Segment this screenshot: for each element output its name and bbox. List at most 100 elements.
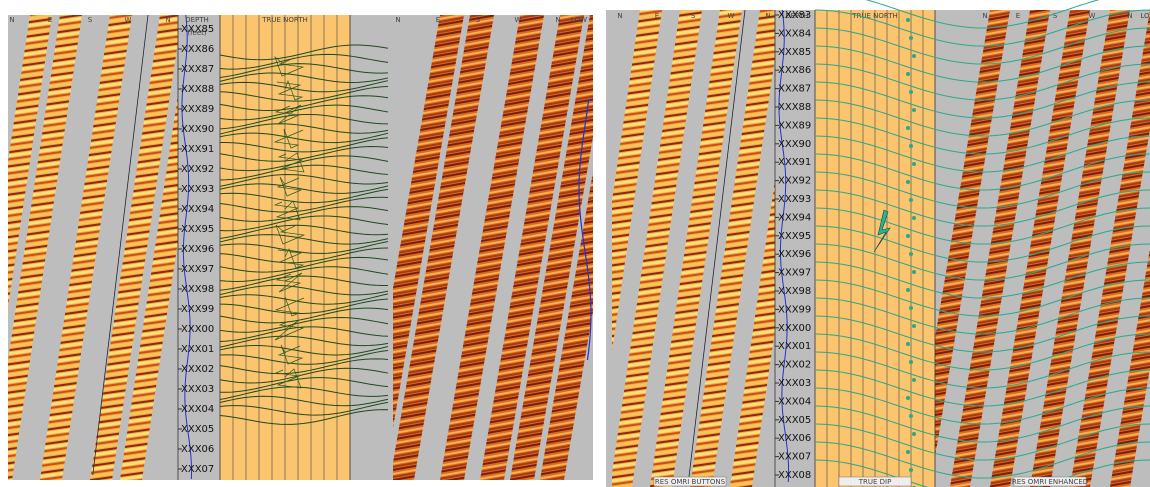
depth-label: XXX88 (181, 84, 214, 95)
depth-label: XXX83 (778, 10, 811, 21)
track-header: N (982, 12, 987, 20)
tadpole (909, 36, 913, 40)
track-footer: RES OMRI ENHANCED (1012, 478, 1088, 486)
depth-label: XXX93 (778, 194, 811, 205)
tadpole (906, 450, 910, 454)
tadpole (909, 468, 913, 472)
tadpole (906, 126, 910, 130)
track-footer: TRUE DIP (858, 478, 892, 486)
track-header: DEPTH (185, 16, 209, 24)
depth-label: XXX91 (181, 144, 214, 155)
track-header: N (1127, 12, 1132, 20)
depth-label: XXX02 (181, 364, 214, 375)
tadpole (906, 72, 910, 76)
depth-label: XXX92 (181, 164, 214, 175)
depth-label: XXX04 (778, 396, 811, 407)
tadpole (906, 396, 910, 400)
depth-label: XXX07 (778, 452, 811, 463)
track-header: N (9, 16, 14, 24)
depth-label: XXX08 (778, 470, 811, 481)
depth-label: XXX96 (778, 249, 811, 260)
depth-label: XXX85 (181, 24, 214, 35)
tadpole (912, 108, 916, 112)
tadpole (909, 198, 913, 202)
depth-label: XXX89 (181, 104, 214, 115)
depth-label: XXX03 (181, 384, 214, 395)
depth-label: XXX89 (778, 120, 811, 131)
depth-label: XXX87 (181, 64, 214, 75)
tadpole (906, 234, 910, 238)
depth-label: XXX97 (181, 264, 214, 275)
tadpole (909, 306, 913, 310)
track-header: N (395, 16, 400, 24)
depth-label: XXX93 (181, 184, 214, 195)
depth-label: XXX98 (778, 286, 811, 297)
depth-label: XXX94 (778, 212, 811, 223)
depth-label: XXX99 (181, 304, 214, 315)
depth-label: XXX95 (778, 231, 811, 242)
screenshot: NESWNDEPTH(feet)TRUE NORTHNESWNLOWXXX85X… (0, 0, 1150, 487)
tadpole (909, 252, 913, 256)
depth-label: XXX99 (778, 304, 811, 315)
tadpole (912, 162, 916, 166)
track-header: N (765, 12, 770, 20)
tadpole (909, 414, 913, 418)
depth-label: XXX94 (181, 204, 214, 215)
tadpole (912, 270, 916, 274)
right-panel: NESWNDEPTHTRUE NORTHNESWNLOXXX83XXX84XXX… (570, 0, 1150, 487)
depth-label: XXX87 (778, 84, 811, 95)
depth-label: XXX00 (181, 324, 214, 335)
depth-label: XXX00 (778, 323, 811, 334)
depth-label: XXX97 (778, 268, 811, 279)
track-header: S (691, 12, 696, 20)
tadpole (909, 144, 913, 148)
tadpole (906, 342, 910, 346)
depth-label: XXX96 (181, 244, 214, 255)
tadpole (912, 324, 916, 328)
tadpole (909, 90, 913, 94)
tadpole (906, 180, 910, 184)
depth-label: XXX04 (181, 404, 214, 415)
depth-label: XXX86 (181, 44, 214, 55)
depth-label: XXX98 (181, 284, 214, 295)
track-header: TRUE NORTH (261, 16, 308, 24)
track-header: E (1016, 12, 1020, 20)
track-header: LO (1140, 12, 1150, 20)
depth-label: XXX06 (778, 433, 811, 444)
track-header: N (555, 16, 560, 24)
depth-label: XXX01 (181, 344, 214, 355)
track-header: E (436, 16, 440, 24)
tadpole (912, 216, 916, 220)
track-header: LOW (571, 16, 587, 24)
tadpole (912, 378, 916, 382)
track-footer: RES OMRI BUTTONS (655, 478, 726, 486)
depth-label: XXX01 (778, 341, 811, 352)
depth-label: XXX85 (778, 47, 811, 58)
depth-label: XXX88 (778, 102, 811, 113)
track-header: N (617, 12, 622, 20)
track-header: W (125, 16, 132, 24)
depth-label: XXX07 (181, 464, 214, 475)
depth-label: XXX02 (778, 360, 811, 371)
depth-label: XXX84 (778, 28, 811, 39)
depth-label: XXX92 (778, 176, 811, 187)
left-panel: NESWNDEPTH(feet)TRUE NORTHNESWNLOWXXX85X… (0, 15, 644, 480)
tadpole (906, 288, 910, 292)
track-header: E (48, 16, 52, 24)
depth-label: XXX03 (778, 378, 811, 389)
track-header: E (655, 12, 659, 20)
depth-label: XXX90 (181, 124, 214, 135)
depth-label: XXX90 (778, 139, 811, 150)
depth-label: XXX06 (181, 444, 214, 455)
track-header: S (88, 16, 93, 24)
tadpole (906, 18, 910, 22)
tadpole (912, 54, 916, 58)
tadpole (909, 360, 913, 364)
depth-label: XXX05 (181, 424, 214, 435)
depth-label: XXX05 (778, 415, 811, 426)
track-header: S (476, 16, 481, 24)
track-header: W (515, 16, 522, 24)
depth-label: XXX91 (778, 157, 811, 168)
depth-label: XXX86 (778, 65, 811, 76)
track-header: W (728, 12, 735, 20)
